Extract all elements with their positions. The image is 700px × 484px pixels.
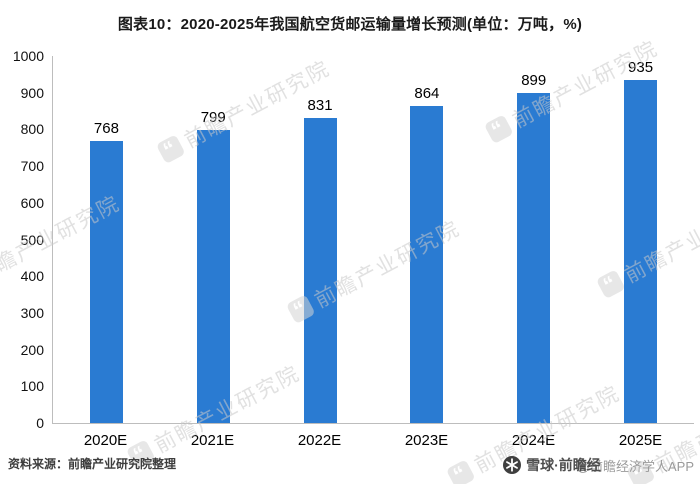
bar: [624, 79, 658, 423]
bar: [303, 118, 337, 423]
x-tick-label: 2024E: [511, 431, 556, 449]
bar-chart: 0 100 200 300 400 500 600 700 800 900 1000 768 799 8…: [6, 49, 694, 456]
bar: [517, 93, 551, 423]
snowflake-icon: [503, 456, 522, 474]
y-tick-label: 1000: [12, 48, 44, 64]
branding: 雪球·前瞻经 @前瞻经济学人APP: [503, 455, 694, 475]
y-tick-label: 400: [20, 268, 44, 285]
x-axis: 2020E 2021E 2022E 2023E 2024E 2025E: [52, 424, 694, 456]
chart-title: 图表10：2020-2025年我国航空货邮运输量增长预测(单位：万吨，%): [117, 16, 583, 33]
bar-value-label: 864: [414, 84, 440, 102]
bar-value-label: 799: [200, 108, 226, 126]
bar-column: 899: [480, 56, 587, 423]
plot-wrap: 768 799 831 864 899 935 2020E 2021E 2022E 2023E 2…: [52, 56, 694, 456]
bar-column: 799: [160, 56, 267, 423]
quote-logo-icon: [445, 459, 476, 484]
bar: [89, 141, 123, 423]
bar-value-label: 831: [307, 97, 333, 115]
bar-value-label: 899: [521, 72, 547, 90]
y-tick-label: 300: [20, 304, 44, 321]
plot-area: 768 799 831 864 899 935: [52, 56, 694, 424]
y-tick-label: 900: [20, 84, 44, 101]
branding-app-label: 雪球·前瞻经: [526, 457, 601, 473]
y-tick-label: 800: [20, 121, 44, 138]
y-tick-label: 700: [20, 158, 44, 175]
x-tick-label: 2022E: [297, 431, 342, 449]
bar: [196, 129, 230, 423]
bar-column: 831: [267, 56, 374, 423]
source-note: 资料来源：前瞻产业研究院整理: [8, 457, 177, 471]
y-tick-label: 0: [36, 415, 44, 431]
y-tick-label: 100: [20, 378, 44, 395]
y-tick-label: 200: [20, 341, 44, 358]
bar-column: 864: [373, 56, 480, 423]
bar-value-label: 768: [93, 120, 119, 138]
y-tick-label: 600: [20, 194, 44, 211]
y-tick-label: 500: [20, 231, 44, 248]
x-tick-label: 2025E: [618, 431, 663, 449]
bar-column: 935: [587, 56, 694, 423]
bar-column: 768: [53, 56, 160, 423]
y-axis: 0 100 200 300 400 500 600 700 800 900 1000: [6, 49, 52, 430]
x-tick-label: 2023E: [404, 431, 449, 449]
x-tick-label: 2020E: [83, 431, 128, 449]
x-tick-label: 2021E: [190, 431, 235, 449]
bar-value-label: 935: [628, 58, 654, 76]
bar: [410, 105, 444, 423]
